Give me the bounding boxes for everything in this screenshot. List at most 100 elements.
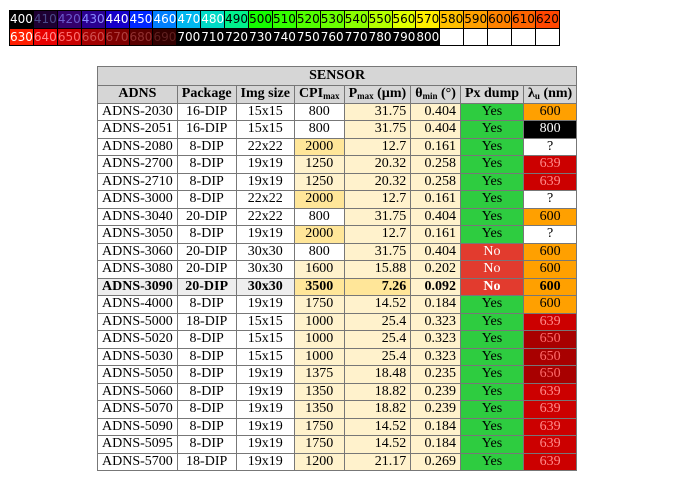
scale-cell: 510 [271,10,297,29]
table-row: ADNS-3040 20-DIP 22x22 800 31.75 0.404 Yes 600 [97,207,578,226]
cell-cpi: 1600 [293,260,345,279]
cell-px-dump: Yes [459,330,525,349]
cell-adns: ADNS-5020 [97,330,178,349]
scale-cell: 680 [128,27,154,47]
cell-theta: 0.404 [410,102,461,121]
cell-cpi: 1375 [293,365,345,384]
header-package: Package [176,85,237,104]
cell-theta: 0.269 [410,452,461,471]
sensor-table: SENSOR ADNS Package Img size CPImax Pmax… [96,66,578,471]
header-lambda: λu (nm) [523,85,578,104]
cell-cpi: 1000 [293,347,345,366]
table-row: ADNS-3060 20-DIP 30x30 800 31.75 0.404 No 600 [97,242,578,261]
cell-theta: 0.161 [410,137,461,156]
scale-cell: 460 [152,10,178,29]
cell-img-size: 15x15 [235,330,295,349]
cell-package: 8-DIP [176,137,237,156]
scale-cell: 600 [487,10,513,29]
table-row: ADNS-2700 8-DIP 19x19 1250 20.32 0.258 Yes 639 [97,155,578,174]
table-row: ADNS-5020 8-DIP 15x15 1000 25.4 0.323 Yes 650 [97,330,578,349]
scale-cell: 770 [343,27,369,47]
cell-px-dump: Yes [459,190,525,209]
cell-theta: 0.258 [410,172,461,191]
table-row: ADNS-2080 8-DIP 22x22 2000 12.7 0.161 Yes? [97,137,578,156]
cell-theta: 0.161 [410,225,461,244]
table-row: ADNS-3050 8-DIP 19x19 2000 12.7 0.161 Yes? [97,225,578,244]
cell-lambda: 600 [523,277,578,296]
cell-package: 20-DIP [176,277,237,296]
cell-img-size: 15x15 [235,312,295,331]
scale-cell: 720 [224,27,250,47]
header-img-size: Img size [235,85,295,104]
cell-img-size: 19x19 [235,365,295,384]
scale-cell: 420 [56,10,82,29]
cell-img-size: 19x19 [235,225,295,244]
cell-cpi: 1000 [293,330,345,349]
cell-theta: 0.404 [410,207,461,226]
cell-img-size: 30x30 [235,277,295,296]
cell-cpi: 2000 [293,137,345,156]
cell-img-size: 19x19 [235,382,295,401]
cell-adns: ADNS-5070 [97,400,178,419]
scale-cell: 760 [319,27,345,47]
cell-package: 20-DIP [176,260,237,279]
cell-package: 18-DIP [176,312,237,331]
cell-pmax: 20.32 [343,172,412,191]
cell-img-size: 15x15 [235,120,295,139]
cell-package: 8-DIP [176,400,237,419]
cell-pmax: 25.4 [343,312,412,331]
cell-cpi: 800 [293,120,345,139]
cell-theta: 0.323 [410,347,461,366]
cell-adns: ADNS-2710 [97,172,178,191]
scale-cell: 540 [343,10,369,29]
table-row: ADNS-5095 8-DIP 19x19 1750 14.52 0.184 Yes 639 [97,435,578,454]
cell-package: 8-DIP [176,225,237,244]
table-row: ADNS-2030 16-DIP 15x15 800 31.75 0.404 Yes 600 [97,102,578,121]
cell-adns: ADNS-3090 [97,277,178,296]
scale-cell: 620 [534,10,560,29]
cell-lambda: ? [523,137,578,156]
cell-pmax: 14.52 [343,417,412,436]
cell-lambda: 639 [523,155,578,174]
scale-cell [463,27,489,47]
cell-img-size: 22x22 [235,137,295,156]
table-row: ADNS-3090 20-DIP 30x30 3500 7.26 0.092 No 600 [97,277,578,296]
cell-adns: ADNS-2030 [97,102,178,121]
scale-cell [511,27,536,47]
cell-pmax: 12.7 [343,137,412,156]
header-adns: ADNS [97,85,178,104]
cell-adns: ADNS-5050 [97,365,178,384]
cell-theta: 0.239 [410,382,461,401]
header-pmax: Pmax (µm) [343,85,412,104]
scale-cell: 590 [463,10,489,29]
cell-theta: 0.258 [410,155,461,174]
cell-pmax: 12.7 [343,225,412,244]
cell-img-size: 22x22 [235,190,295,209]
cell-px-dump: No [459,277,525,296]
cell-package: 8-DIP [176,330,237,349]
cell-adns: ADNS-5000 [97,312,178,331]
cell-theta: 0.235 [410,365,461,384]
cell-img-size: 15x15 [235,102,295,121]
cell-lambda: 639 [523,452,578,471]
cell-px-dump: Yes [459,172,525,191]
cell-theta: 0.184 [410,435,461,454]
cell-cpi: 1200 [293,452,345,471]
cell-theta: 0.202 [410,260,461,279]
cell-lambda: 800 [523,120,578,139]
cell-cpi: 1750 [293,417,345,436]
scale-cell [439,27,465,47]
cell-img-size: 19x19 [235,295,295,314]
scale-row: 400 410 420 430 440 450 460 470 480 490 500 510 520 5… [9,10,560,29]
cell-lambda: ? [523,190,578,209]
scale-cell: 520 [295,10,321,29]
scale-cell: 700 [176,27,202,47]
cell-theta: 0.323 [410,312,461,331]
scale-cell: 410 [32,10,58,29]
scale-cell: 630 [9,27,34,47]
table-row: ADNS-5050 8-DIP 19x19 1375 18.48 0.235 Yes 650 [97,365,578,384]
header-cpi: CPImax [293,85,345,104]
cell-cpi: 1350 [293,382,345,401]
scale-cell: 710 [200,27,226,47]
cell-theta: 0.184 [410,417,461,436]
